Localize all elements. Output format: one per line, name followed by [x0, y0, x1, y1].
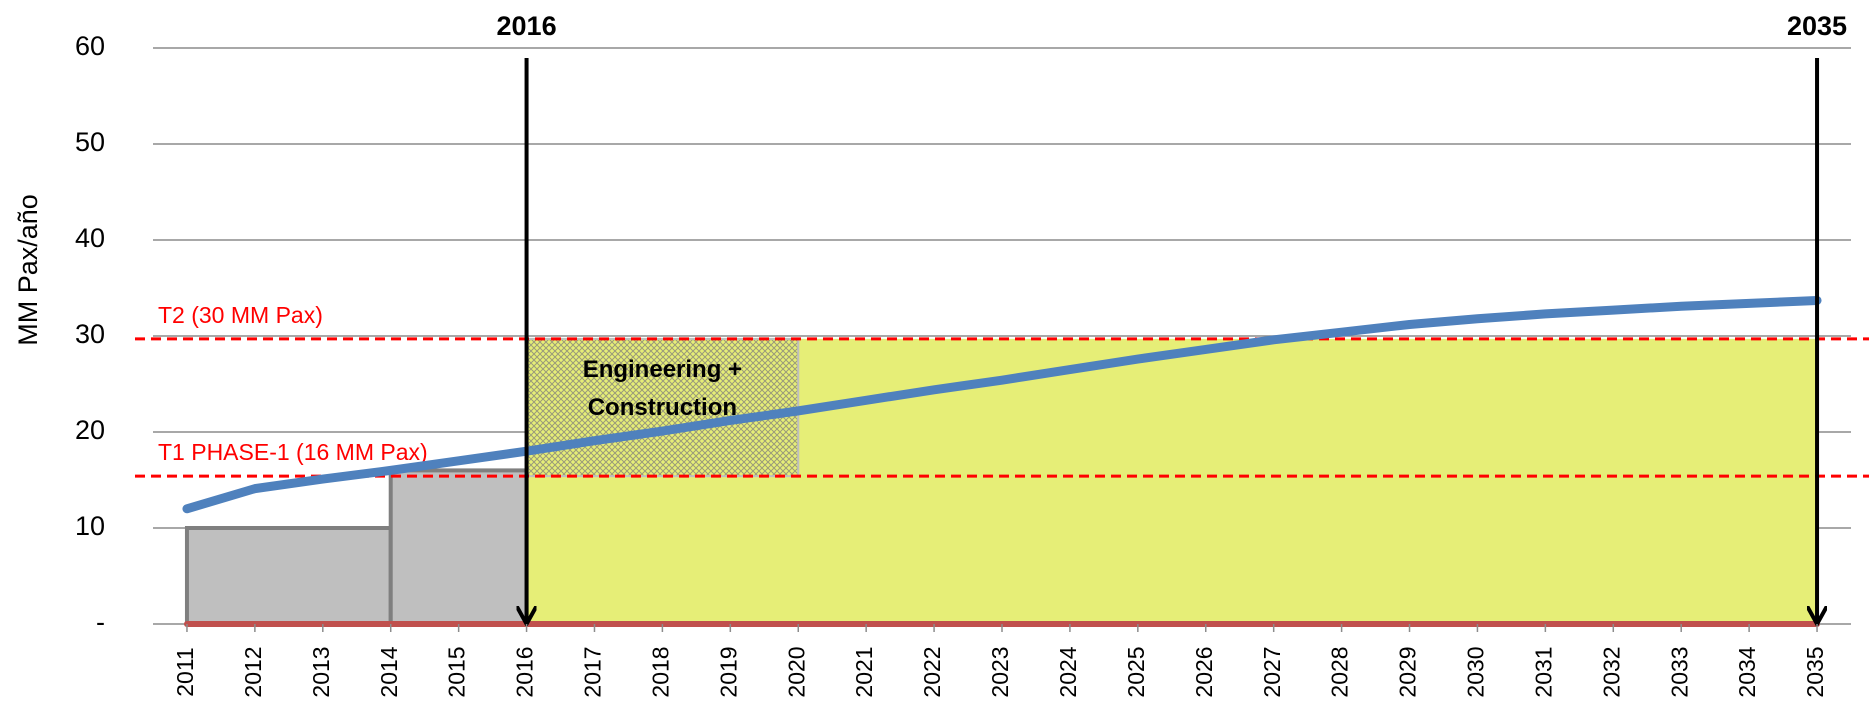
reference-label: T2 (30 MM Pax)	[158, 302, 323, 328]
x-tick-label: 2029	[1395, 646, 1421, 697]
x-tick-label: 2016	[512, 646, 538, 697]
y-tick-label: 30	[75, 319, 105, 349]
x-tick-label: 2011	[172, 647, 198, 696]
demand-line	[182, 295, 1822, 514]
x-tick-label: 2019	[715, 646, 741, 697]
phase-label: Engineering + Construction	[582, 355, 743, 421]
x-tick-label: 2030	[1463, 646, 1489, 697]
x-tick-label: 2025	[1123, 646, 1149, 697]
x-tick-label: 2033	[1666, 646, 1692, 697]
x-tick-label: 2018	[647, 646, 673, 697]
x-tick-label: 2024	[1055, 646, 1081, 697]
y-tick-label: 10	[75, 511, 105, 541]
x-tick-label: 2013	[308, 646, 334, 697]
x-tick-label: 2026	[1191, 646, 1217, 697]
marker-label: 2035	[1787, 11, 1847, 41]
phase-label-box: Engineering + Construction	[582, 355, 743, 421]
step-bar	[184, 526, 393, 626]
x-tick-label: 2027	[1259, 646, 1285, 697]
reference-label: T1 PHASE-1 (16 MM Pax)	[158, 439, 428, 465]
x-tick-label: 2021	[851, 646, 877, 697]
x-tick-label: 2032	[1598, 646, 1624, 697]
x-tick-label: 2017	[580, 646, 606, 697]
x-tick-label: 2031	[1530, 646, 1556, 697]
step-bar	[388, 468, 529, 626]
x-tick-label: 2028	[1327, 646, 1353, 697]
x-tick-label: 2015	[444, 646, 470, 697]
x-tick-label: 2022	[919, 646, 945, 697]
x-tick-label: 2020	[783, 646, 809, 697]
y-tick-label: 50	[75, 127, 105, 157]
x-tick-label: 2012	[240, 646, 266, 697]
x-tick-label: 2014	[376, 646, 402, 697]
x-tick-label: 2034	[1734, 646, 1760, 697]
y-tick-label: 20	[75, 415, 105, 445]
y-tick-label: 60	[75, 31, 105, 61]
y-tick-label: -	[96, 607, 105, 637]
y-tick-label: 40	[75, 223, 105, 253]
x-tick-label: 2035	[1802, 646, 1828, 697]
x-tick-label: 2023	[987, 646, 1013, 697]
y-axis-label: MM Pax/año	[13, 194, 43, 346]
marker-label: 2016	[497, 11, 557, 41]
